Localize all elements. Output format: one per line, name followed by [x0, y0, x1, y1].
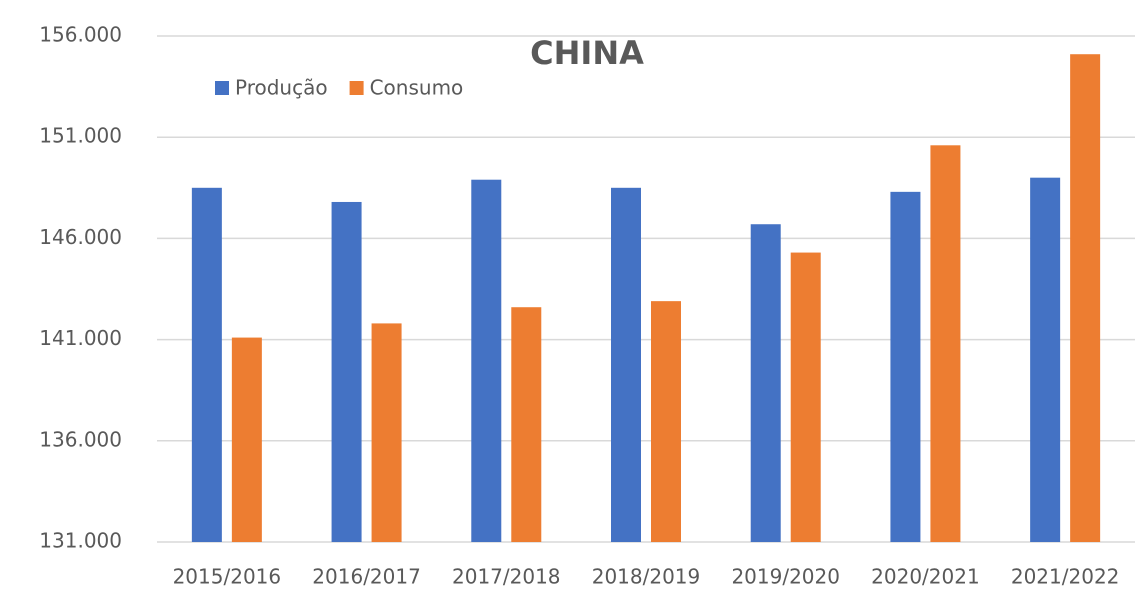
bar — [1030, 177, 1061, 542]
bar — [511, 307, 542, 542]
bar — [471, 179, 502, 543]
y-tick-label: 136.000 — [39, 427, 122, 451]
bar — [331, 201, 362, 542]
x-tick-label: 2019/2020 — [731, 565, 840, 589]
legend-label: Produção — [235, 76, 328, 100]
y-tick-label: 146.000 — [39, 225, 122, 249]
legend-label: Consumo — [370, 76, 464, 100]
bar — [750, 224, 781, 542]
bar — [611, 187, 641, 543]
x-tick-label: 2018/2019 — [592, 565, 701, 589]
x-tick-label: 2017/2018 — [452, 565, 561, 589]
y-tick-label: 156.000 — [39, 23, 122, 47]
bar — [371, 323, 402, 542]
x-tick-label: 2020/2021 — [871, 565, 980, 589]
bar — [1070, 54, 1101, 542]
y-tick-label: 151.000 — [39, 124, 122, 148]
chart-title: CHINA — [530, 34, 644, 72]
y-tick-label: 141.000 — [39, 326, 122, 350]
x-tick-label: 2015/2016 — [173, 565, 282, 589]
y-tick-label: 131.000 — [39, 529, 122, 553]
legend-swatch — [349, 81, 364, 95]
bar — [890, 191, 921, 542]
x-tick-label: 2021/2022 — [1011, 565, 1120, 589]
bar — [651, 301, 681, 542]
bar — [790, 252, 821, 542]
x-tick-label: 2016/2017 — [312, 565, 421, 589]
bar — [231, 337, 262, 542]
bar — [191, 187, 222, 543]
bar — [930, 145, 961, 542]
legend-swatch — [215, 81, 229, 95]
